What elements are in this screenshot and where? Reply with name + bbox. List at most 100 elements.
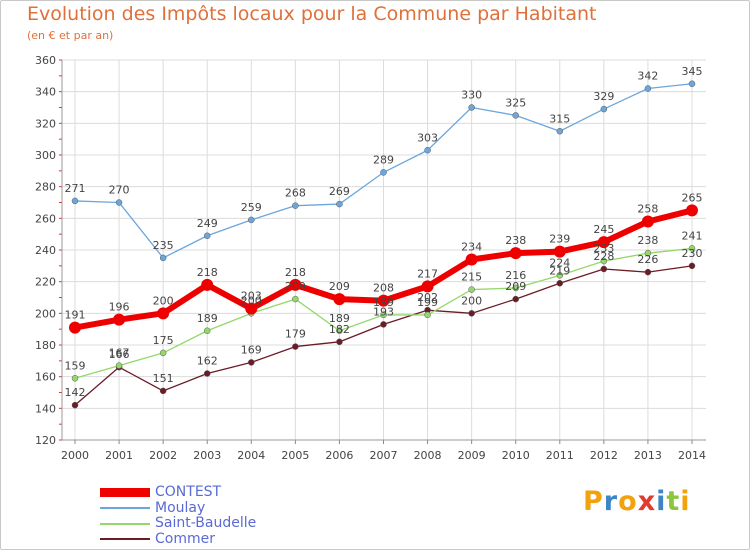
logo-letter: i — [656, 486, 667, 517]
data-point — [468, 286, 475, 293]
data-label: 329 — [593, 90, 614, 103]
data-label: 228 — [593, 250, 614, 263]
data-point — [512, 284, 519, 292]
data-label: 200 — [461, 294, 482, 307]
legend-swatch — [100, 488, 150, 498]
data-point — [159, 254, 167, 262]
data-label: 218 — [285, 266, 306, 279]
data-label: 270 — [109, 184, 130, 197]
legend-label: Saint-Baudelle — [155, 515, 257, 532]
data-point — [203, 327, 211, 334]
data-label: 200 — [241, 294, 262, 307]
x-tick-label: 2005 — [281, 449, 309, 462]
data-label: 208 — [373, 282, 394, 295]
data-label: 215 — [461, 271, 482, 284]
x-tick-label: 2011 — [546, 449, 574, 462]
x-tick-label: 2012 — [590, 449, 618, 462]
data-point — [424, 147, 431, 154]
data-point — [644, 85, 652, 92]
series-moulay — [71, 80, 696, 262]
data-point — [509, 247, 522, 260]
data-point — [421, 280, 434, 293]
data-point — [71, 197, 79, 205]
data-point — [600, 105, 608, 113]
data-label: 241 — [682, 229, 703, 242]
data-point — [424, 311, 431, 319]
logo-letter: i — [680, 486, 691, 517]
data-point — [512, 295, 519, 303]
data-point — [644, 268, 652, 276]
x-tick-label: 2010 — [502, 449, 530, 462]
logo-letter: x — [637, 486, 657, 517]
data-label: 245 — [593, 223, 614, 236]
chart-legend: CONTEST Moulay Saint-Baudelle Commer — [100, 485, 256, 547]
y-tick-label: 140 — [35, 402, 56, 415]
logo-letter: P — [583, 486, 604, 517]
data-label: 202 — [417, 291, 438, 304]
data-label: 169 — [241, 343, 262, 356]
x-tick-label: 2013 — [634, 449, 662, 462]
data-label: 217 — [417, 267, 438, 280]
proxiti-logo: Proxiti — [583, 486, 691, 517]
data-label: 269 — [329, 185, 350, 198]
x-tick-label: 2004 — [237, 449, 265, 462]
data-point — [600, 265, 608, 273]
data-point — [115, 199, 123, 206]
data-label: 151 — [153, 372, 174, 385]
data-label: 258 — [637, 203, 658, 216]
data-label: 182 — [329, 323, 350, 336]
data-label: 209 — [329, 280, 350, 293]
data-label: 235 — [153, 239, 174, 252]
data-point — [336, 327, 343, 334]
data-label: 193 — [373, 305, 394, 318]
data-point — [688, 245, 696, 252]
data-label: 216 — [505, 269, 526, 282]
y-tick-label: 240 — [35, 244, 56, 257]
data-label: 142 — [65, 386, 86, 399]
data-label: 238 — [637, 234, 658, 247]
data-label: 191 — [65, 309, 86, 322]
data-point — [688, 262, 696, 270]
y-tick-label: 360 — [35, 54, 56, 67]
data-point — [113, 313, 126, 326]
legend-item-moulay: Moulay — [100, 500, 256, 517]
data-label: 234 — [461, 241, 482, 254]
data-label: 289 — [373, 153, 394, 166]
data-label: 233 — [593, 242, 614, 255]
data-point — [71, 375, 79, 382]
x-tick-label: 2007 — [370, 449, 398, 462]
data-point — [377, 294, 390, 307]
data-label: 209 — [285, 280, 306, 293]
data-label: 271 — [65, 182, 86, 195]
data-label: 230 — [682, 247, 703, 260]
data-label: 315 — [549, 112, 570, 125]
data-point — [157, 307, 170, 320]
series-commer — [71, 262, 696, 409]
x-tick-label: 2002 — [149, 449, 177, 462]
y-tick-label: 320 — [35, 117, 56, 130]
x-tick-label: 2008 — [414, 449, 442, 462]
data-point — [159, 387, 167, 395]
data-point — [203, 370, 211, 377]
data-label: 226 — [637, 253, 658, 266]
data-point — [600, 257, 608, 265]
data-label: 259 — [241, 201, 262, 214]
y-tick-label: 160 — [35, 371, 56, 384]
data-label: 203 — [241, 290, 262, 303]
data-point — [336, 338, 343, 346]
data-point — [644, 249, 652, 257]
data-label: 342 — [637, 70, 658, 83]
data-label: 199 — [373, 296, 394, 309]
legend-swatch — [100, 522, 150, 525]
data-label: 249 — [197, 217, 218, 230]
data-point — [333, 293, 346, 306]
data-label: 159 — [65, 359, 86, 372]
data-label: 218 — [197, 266, 218, 279]
y-tick-label: 300 — [35, 149, 56, 162]
y-tick-label: 340 — [35, 86, 56, 99]
legend-swatch — [100, 507, 150, 510]
data-label: 330 — [461, 89, 482, 102]
